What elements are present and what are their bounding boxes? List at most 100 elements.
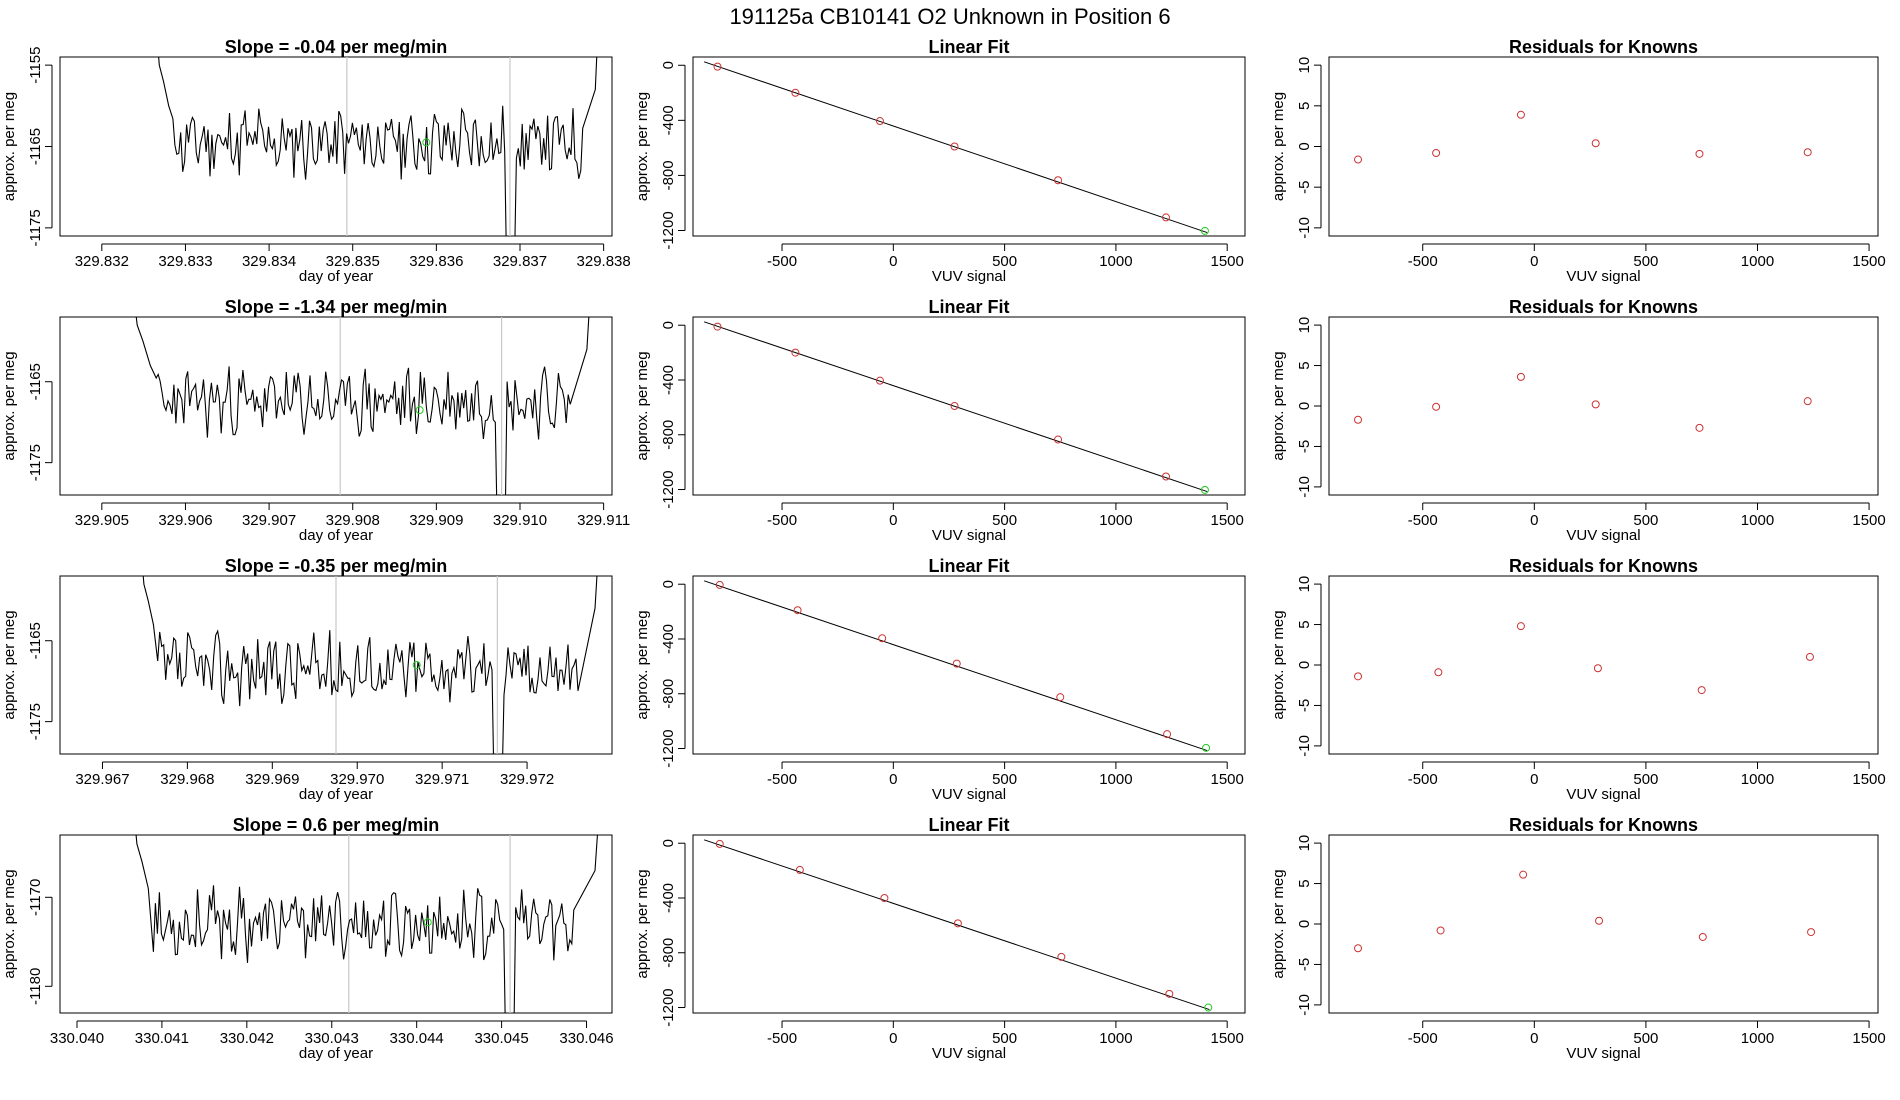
residual-point [1516,622,1525,631]
x-tick-label: 500 [1633,771,1658,788]
x-tick-label: 329.968 [160,771,214,788]
y-tick-label: -10 [1296,217,1313,239]
figure-title: 191125a CB10141 O2 Unknown in Position 6 [729,4,1170,29]
y-tick-label: -1165 [27,363,44,400]
y-tick-label: -400 [660,365,677,395]
unknown-point [1202,743,1211,752]
x-tick-label: 1000 [1099,253,1132,270]
fit-line [703,321,1208,493]
plot-area [135,835,598,1013]
x-tick-label: -500 [1408,512,1438,529]
known-standard-point [1161,213,1170,222]
known-standard-point [791,348,800,357]
x-tick-label: 1500 [1211,1030,1244,1047]
x-tick-label: -500 [767,771,797,788]
y-tick-label: 0 [660,839,677,847]
y-tick-label: 5 [1296,361,1313,369]
x-tick-label: 1500 [1852,253,1885,270]
plot-area [703,580,1211,752]
panel-trace-row-1: Slope = -0.04 per meg/min 329.832 329.833 3… [1,37,631,285]
residual-point [1354,672,1363,681]
plot-frame [1328,56,1879,237]
plot-frame [59,56,613,237]
y-axis-label: approx. per meg [1270,610,1287,719]
plot-frame [692,575,1246,755]
y-tick-label: -1200 [660,988,677,1026]
panel-title: Slope = -0.35 per meg/min [225,556,448,576]
known-standard-point [713,62,722,71]
unknown-mean-point [412,661,421,669]
x-tick-label: 1500 [1211,253,1244,270]
x-tick-label: 329.837 [493,253,547,270]
residual-point [1698,932,1707,941]
residual-point [1593,664,1602,673]
y-tick-label: -10 [1296,476,1313,498]
x-tick-label: 1000 [1741,1030,1774,1047]
y-tick-label: 0 [1296,661,1313,669]
x-tick-label: 500 [992,253,1017,270]
known-standard-point [1165,989,1174,998]
known-standard-point [1054,435,1063,444]
x-tick-label: 329.907 [242,512,296,529]
known-standard-point [880,893,889,902]
y-axis-label: approx. per meg [1,869,18,978]
y-tick-label: -10 [1296,994,1313,1016]
x-tick-label: 1500 [1211,771,1244,788]
y-tick-label: 5 [1296,879,1313,887]
x-tick-label: 500 [992,1030,1017,1047]
panel-title: Residuals for Knowns [1509,815,1698,835]
x-axis-label: day of year [299,786,373,803]
x-tick-label: 329.836 [409,253,463,270]
x-tick-label: 500 [992,512,1017,529]
known-standard-point [953,919,962,928]
residual-point [1432,149,1441,158]
y-tick-label: -1175 [27,444,44,481]
plot-area [158,57,598,236]
x-axis-label: VUV signal [1566,268,1640,285]
y-tick-label: 10 [1296,835,1313,852]
residual-point [1519,870,1528,879]
plot-area [1354,372,1812,432]
x-axis-label: VUV signal [1566,786,1640,803]
x-tick-label: 1000 [1099,1030,1132,1047]
x-axis-label: VUV signal [932,786,1006,803]
panels: Slope = -0.04 per meg/min 329.832 329.833 3… [1,37,1886,1062]
panel-title: Residuals for Knowns [1509,297,1698,317]
x-tick-label: 329.910 [493,512,547,529]
x-tick-label: 1500 [1852,771,1885,788]
y-tick-label: -5 [1296,440,1313,453]
y-tick-label: -5 [1296,699,1313,712]
residual-point [1591,400,1600,409]
residual-point [1595,916,1604,925]
x-tick-label: 1500 [1211,512,1244,529]
y-tick-label: -1165 [27,622,44,659]
residual-point [1695,149,1704,158]
x-axis-label: day of year [299,527,373,544]
panel-title: Slope = -1.34 per meg/min [225,297,448,317]
y-tick-label: -1200 [660,470,677,508]
x-tick-label: 329.970 [330,771,384,788]
x-tick-label: 1500 [1852,512,1885,529]
x-axis-label: day of year [299,268,373,285]
y-tick-label: -1165 [27,128,44,165]
x-tick-label: 0 [1530,512,1538,529]
unknown-point [1204,1003,1213,1012]
y-axis-label: approx. per meg [1270,351,1287,460]
fit-line [703,580,1208,752]
y-axis-label: approx. per meg [1,351,18,460]
plot-frame [692,56,1246,237]
y-tick-label: 10 [1296,317,1313,334]
x-tick-label: 1000 [1741,253,1774,270]
known-standard-point [952,659,961,668]
residual-point [1807,928,1816,937]
known-standard-point [713,322,722,331]
fit-line [703,61,1208,234]
x-tick-label: 329.838 [577,253,631,270]
known-standard-point [795,865,804,874]
known-standard-point [1056,693,1065,702]
panel-fit-row-3: Linear Fit -500 0 500 1000 1500 VUV signal 0 -40… [634,556,1246,803]
unknown-mean-point [423,918,432,927]
y-axis-label: approx. per meg [1270,869,1287,978]
residual-point [1591,139,1600,148]
x-tick-label: 329.833 [158,253,212,270]
